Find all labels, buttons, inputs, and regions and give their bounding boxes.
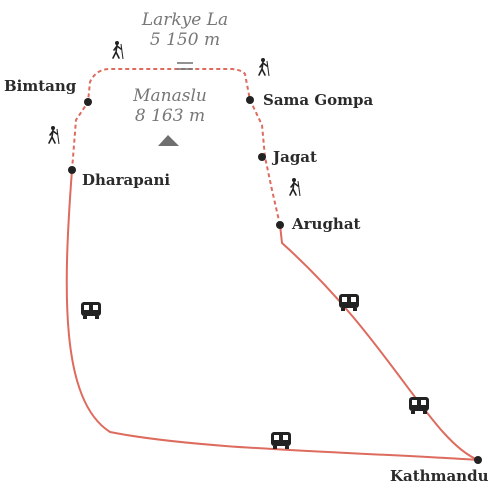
place-label-sama-gompa: Sama Gompa [263, 91, 374, 109]
dharapani-point [68, 166, 76, 174]
hiker-icon [258, 57, 270, 77]
hiker-icon [112, 40, 124, 60]
sama-gompa-point [246, 96, 254, 104]
bus-icon [271, 432, 291, 449]
bus-icon [409, 397, 429, 414]
pass-elevation: 5 150 m [149, 29, 221, 50]
pass-name: Larkye La [141, 10, 229, 30]
pass-marker-icon [177, 62, 193, 70]
trek-route-line [71, 68, 281, 226]
place-label-jagat: Jagat [273, 148, 317, 166]
place-label-arughat: Arughat [292, 215, 361, 233]
bus-route-line [65, 169, 479, 461]
peak-name: Manaslu [133, 86, 207, 106]
peak-triangle-icon [158, 135, 179, 146]
place-label-kathmandu: Kathmandu [390, 467, 489, 485]
peak-label: Manaslu 8 163 m [118, 86, 222, 126]
peak-elevation: 8 163 m [134, 105, 206, 126]
jagat-point [258, 153, 266, 161]
bus-icon [81, 302, 101, 319]
hiker-icon [48, 125, 60, 145]
pass-label: Larkye La 5 150 m [132, 10, 238, 50]
place-label-dharapani: Dharapani [82, 171, 171, 189]
bimtang-point [84, 98, 92, 106]
arughat-point [276, 221, 284, 229]
hiker-icon [289, 177, 301, 197]
place-label-bimtang: Bimtang [4, 77, 77, 95]
bus-icon [339, 294, 359, 311]
kathmandu-point [474, 456, 482, 464]
